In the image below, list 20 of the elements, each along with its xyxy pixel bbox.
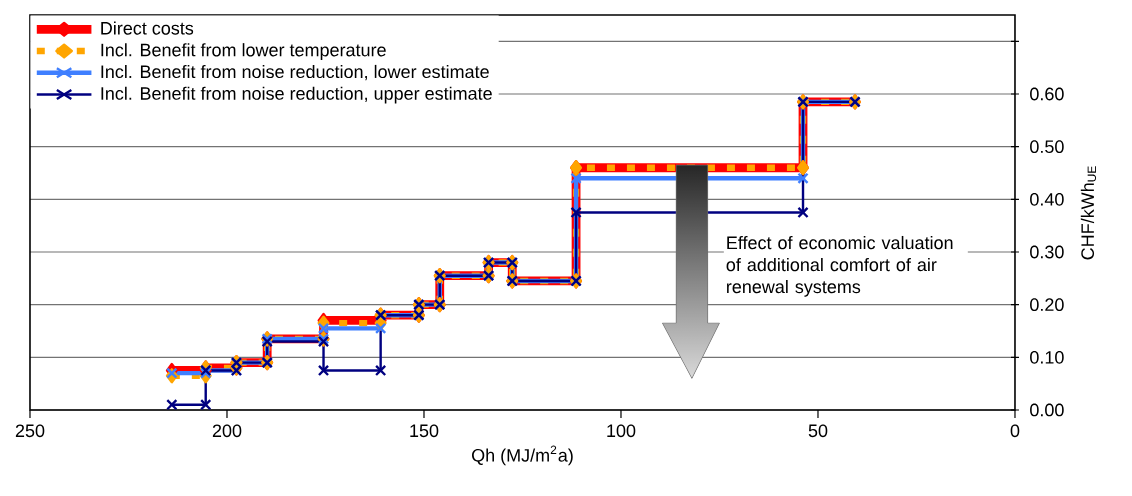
x-tick-label: 200 [212, 424, 242, 438]
x-axis-title: Qh (MJ/m$^{2}$a) [472, 445, 573, 466]
legend-label: Direct costs [101, 21, 194, 35]
y-axis-title: CHF/kWh$_{UE}$ [1080, 166, 1097, 260]
y-tick-label: 0.20 [1030, 298, 1064, 312]
legend-label: Incl. Benefit from lower temperature [101, 43, 386, 60]
legend-label: Incl. Benefit from noise reduction, upper estimate [101, 86, 492, 104]
annotation: Effect of economic valuation of additional comfort of air renewal systems [726, 235, 953, 297]
y-tick-label: 0.40 [1030, 192, 1064, 206]
y-tick-label: 0.50 [1030, 140, 1064, 154]
legend-label: Incl. Benefit from noise reduction, lower estimate [101, 64, 489, 81]
y-tick-label: 0.30 [1030, 245, 1064, 259]
y-tick-label: 0.60 [1030, 87, 1064, 101]
x-tick-label: 250 [15, 424, 45, 438]
x-tick-label: 50 [808, 424, 828, 438]
x-tick-label: 100 [607, 424, 636, 438]
x-tick-label: 150 [410, 424, 439, 438]
y-tick-label: 0.00 [1030, 403, 1064, 417]
x-tick-label: 0 [1010, 424, 1020, 438]
y-tick-label: 0.10 [1030, 350, 1064, 364]
